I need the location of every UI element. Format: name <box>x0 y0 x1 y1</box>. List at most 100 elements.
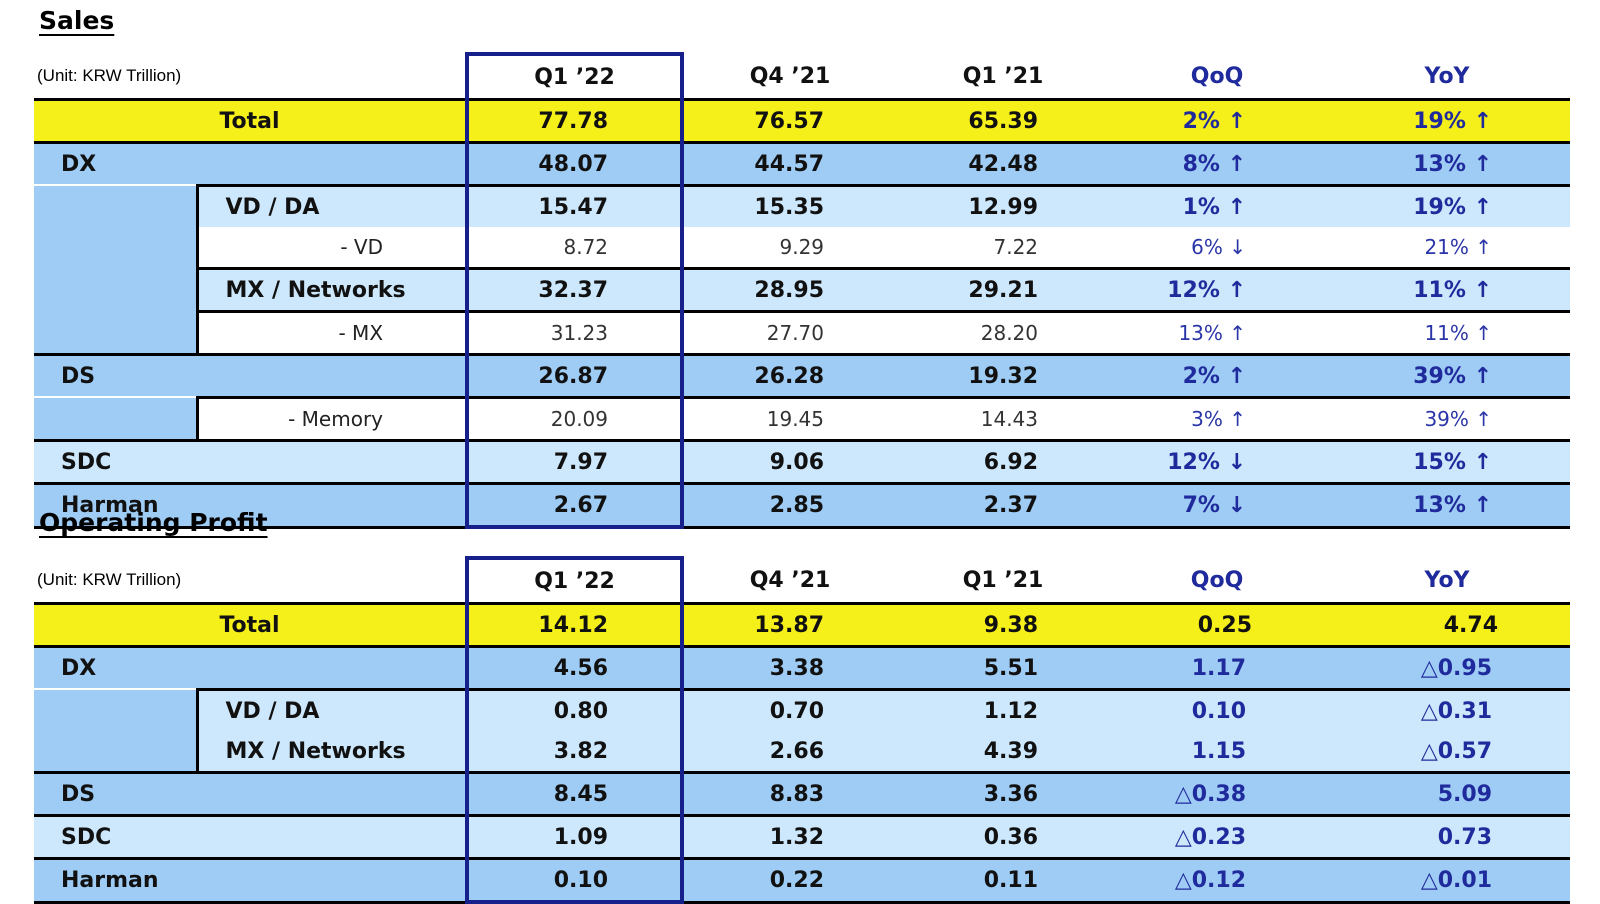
cell-qoq: 13% ↑ <box>1110 310 1325 355</box>
cell-yoy: 0.73 <box>1324 814 1571 859</box>
sales-header-row: (Unit: KRW Trillion) Q1 ’22 Q4 ’21 Q1 ’2… <box>34 52 1571 100</box>
row-label: DS <box>34 771 468 816</box>
cell-qoq: △0.38 <box>1110 771 1325 816</box>
op-row-vd-da: VD / DA 0.80 0.70 1.12 0.10 △0.31 <box>34 688 1571 731</box>
cell-q1-21: 12.99 <box>896 184 1111 227</box>
op-row-harman: Harman 0.10 0.22 0.11 △0.12 △0.01 <box>34 857 1571 904</box>
cell-q4-21: 2.66 <box>682 731 897 773</box>
cell-q1-21: 7.22 <box>896 227 1111 269</box>
cell-qoq: 7% ↓ <box>1110 482 1325 529</box>
cell-yoy: 19% ↑ <box>1324 98 1571 144</box>
sales-row-mx: - MX 31.23 27.70 28.20 13% ↑ 11% ↑ <box>34 310 1571 355</box>
cell-q1-22: 14.12 <box>465 602 685 648</box>
col-qoq: QoQ <box>1110 558 1325 604</box>
cell-q4-21: 8.83 <box>682 771 897 816</box>
cell-q4-21: 27.70 <box>682 310 897 355</box>
indent-spacer <box>34 185 197 227</box>
op-table: (Unit: KRW Trillion) Q1 ’22 Q4 ’21 Q1 ’2… <box>34 556 1571 904</box>
col-qoq: QoQ <box>1110 54 1325 100</box>
cell-qoq: 1.15 <box>1110 731 1325 773</box>
cell-q1-22: 8.72 <box>465 227 685 269</box>
col-q1-22: Q1 ’22 <box>465 556 685 604</box>
cell-qoq: 12% ↓ <box>1110 439 1325 484</box>
cell-q4-21: 26.28 <box>682 353 897 398</box>
cell-q4-21: 9.29 <box>682 227 897 269</box>
cell-yoy: 39% ↑ <box>1324 396 1571 441</box>
cell-yoy: △0.31 <box>1324 688 1571 731</box>
cell-qoq: △0.12 <box>1110 857 1325 904</box>
cell-qoq: 2% ↑ <box>1110 98 1325 144</box>
cell-q1-22: 15.47 <box>465 184 685 227</box>
sales-title: Sales <box>39 6 115 35</box>
col-q4-21: Q4 ’21 <box>682 54 897 100</box>
cell-yoy: 13% ↑ <box>1324 142 1571 186</box>
indent-spacer <box>34 731 197 773</box>
cell-q1-21: 28.20 <box>896 310 1111 355</box>
cell-yoy: 11% ↑ <box>1324 310 1571 355</box>
op-row-total: Total 14.12 13.87 9.38 0.25 4.74 <box>34 602 1571 648</box>
cell-q1-21: 14.43 <box>896 396 1111 441</box>
row-label: DS <box>34 353 468 398</box>
cell-q1-22: 4.56 <box>465 646 685 690</box>
sales-row-memory: - Memory 20.09 19.45 14.43 3% ↑ 39% ↑ <box>34 396 1571 441</box>
col-q1-21: Q1 ’21 <box>896 558 1111 604</box>
sales-unit-label: (Unit: KRW Trillion) <box>34 54 468 100</box>
cell-q1-22: 8.45 <box>465 771 685 816</box>
row-label: - MX <box>195 310 468 355</box>
indent-spacer <box>34 268 197 312</box>
cell-q1-22: 0.80 <box>465 688 685 731</box>
col-q1-22: Q1 ’22 <box>465 52 685 100</box>
cell-q4-21: 3.38 <box>682 646 897 690</box>
cell-yoy: 5.09 <box>1324 771 1571 816</box>
row-label: DX <box>34 646 468 690</box>
cell-q1-21: 0.11 <box>896 857 1111 904</box>
cell-q4-21: 28.95 <box>682 267 897 312</box>
row-label: DX <box>34 142 468 186</box>
cell-yoy: 19% ↑ <box>1324 184 1571 227</box>
cell-q1-21: 0.36 <box>896 814 1111 859</box>
row-label: SDC <box>34 439 468 484</box>
cell-q1-22: 77.78 <box>465 98 685 144</box>
cell-q4-21: 19.45 <box>682 396 897 441</box>
col-q1-21: Q1 ’21 <box>896 54 1111 100</box>
sales-row-total: Total 77.78 76.57 65.39 2% ↑ 19% ↑ <box>34 98 1571 144</box>
cell-qoq: 3% ↑ <box>1110 396 1325 441</box>
sales-row-sdc: SDC 7.97 9.06 6.92 12% ↓ 15% ↑ <box>34 439 1571 484</box>
cell-q1-22: 3.82 <box>465 731 685 773</box>
cell-q4-21: 13.87 <box>682 602 897 648</box>
cell-yoy: 13% ↑ <box>1324 482 1571 529</box>
row-label: SDC <box>34 814 468 859</box>
sales-row-ds: DS 26.87 26.28 19.32 2% ↑ 39% ↑ <box>34 353 1571 398</box>
cell-yoy: 39% ↑ <box>1324 353 1571 398</box>
cell-qoq: 6% ↓ <box>1110 227 1325 269</box>
cell-q4-21: 44.57 <box>682 142 897 186</box>
cell-q4-21: 0.22 <box>682 857 897 904</box>
cell-q1-22: 48.07 <box>465 142 685 186</box>
op-unit-label: (Unit: KRW Trillion) <box>34 558 468 604</box>
cell-yoy: △0.95 <box>1324 646 1571 690</box>
cell-yoy: △0.57 <box>1324 731 1571 773</box>
cell-q4-21: 0.70 <box>682 688 897 731</box>
indent-spacer <box>34 397 197 441</box>
op-row-ds: DS 8.45 8.83 3.36 △0.38 5.09 <box>34 771 1571 816</box>
cell-q1-22: 7.97 <box>465 439 685 484</box>
cell-q1-21: 29.21 <box>896 267 1111 312</box>
cell-q1-21: 6.92 <box>896 439 1111 484</box>
cell-q1-21: 1.12 <box>896 688 1111 731</box>
cell-q4-21: 2.85 <box>682 482 897 529</box>
cell-q1-22: 32.37 <box>465 267 685 312</box>
op-header-row: (Unit: KRW Trillion) Q1 ’22 Q4 ’21 Q1 ’2… <box>34 556 1571 604</box>
row-label: Harman <box>34 482 468 529</box>
row-label: Total <box>34 98 468 144</box>
row-label: Harman <box>34 857 468 904</box>
cell-qoq: 12% ↑ <box>1110 267 1325 312</box>
cell-q1-21: 5.51 <box>896 646 1111 690</box>
op-row-sdc: SDC 1.09 1.32 0.36 △0.23 0.73 <box>34 814 1571 859</box>
cell-qoq: 1.17 <box>1110 646 1325 690</box>
cell-q1-21: 42.48 <box>896 142 1111 186</box>
cell-qoq: 1% ↑ <box>1110 184 1325 227</box>
cell-q1-21: 4.39 <box>896 731 1111 773</box>
op-title: Operating Profit <box>39 508 268 537</box>
cell-q1-22: 31.23 <box>465 310 685 355</box>
col-q4-21: Q4 ’21 <box>682 558 897 604</box>
